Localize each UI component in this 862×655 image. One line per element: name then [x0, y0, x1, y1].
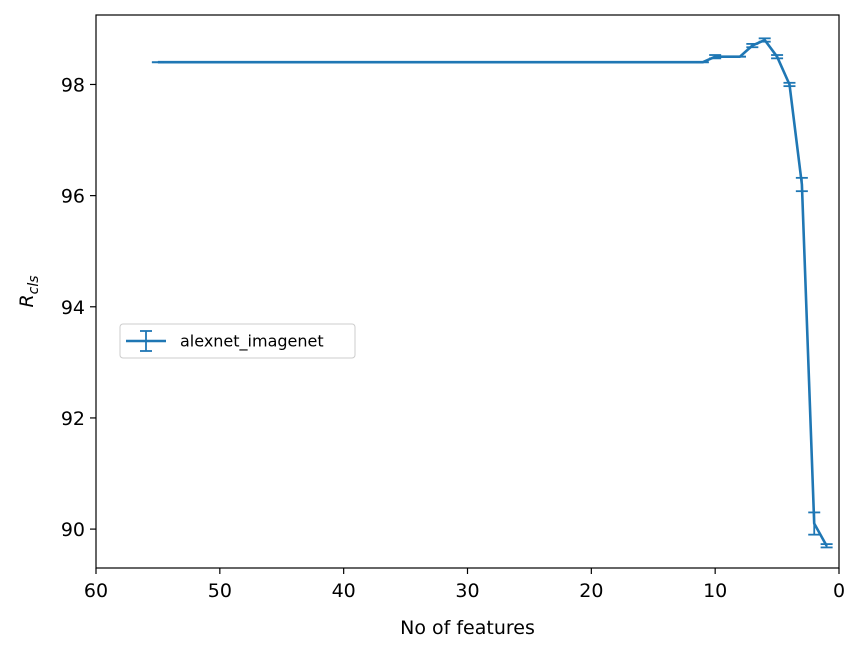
- y-axis-label-sub: cls: [26, 275, 42, 294]
- x-axis-label: No of features: [400, 617, 535, 639]
- x-tick-label: 30: [455, 580, 479, 602]
- x-tick-label: 60: [84, 580, 108, 602]
- error-bar: [758, 37, 771, 43]
- error-bar: [709, 54, 722, 60]
- y-tick-label: 98: [61, 74, 85, 96]
- y-axis-label-main: R: [16, 294, 38, 307]
- error-bar: [783, 81, 796, 88]
- legend-box: [119, 323, 356, 359]
- x-tick-label: 40: [332, 580, 356, 602]
- legend-swatch: [126, 330, 166, 352]
- error-bar: [795, 176, 808, 193]
- y-tick-label: 92: [61, 408, 85, 430]
- y-axis-label: Rcls: [16, 275, 42, 307]
- error-bar: [771, 54, 784, 60]
- legend: alexnet_imagenet: [119, 323, 356, 359]
- y-tick-label: 96: [61, 186, 85, 208]
- x-tick-label: 10: [703, 580, 727, 602]
- error-bar: [808, 511, 821, 536]
- y-tick-label: 90: [61, 519, 85, 541]
- x-tick-label: 50: [208, 580, 232, 602]
- x-tick-label: 0: [833, 580, 845, 602]
- series-layer: [151, 37, 833, 549]
- y-axis: 90 92 94 96 98: [61, 74, 96, 541]
- y-tick-label: 94: [61, 297, 85, 319]
- x-axis: 60 50 40 30 20 10 0: [84, 568, 845, 602]
- x-tick-label: 20: [579, 580, 603, 602]
- error-bar: [820, 543, 833, 549]
- error-bar: [746, 43, 759, 49]
- legend-label: alexnet_imagenet: [180, 332, 324, 352]
